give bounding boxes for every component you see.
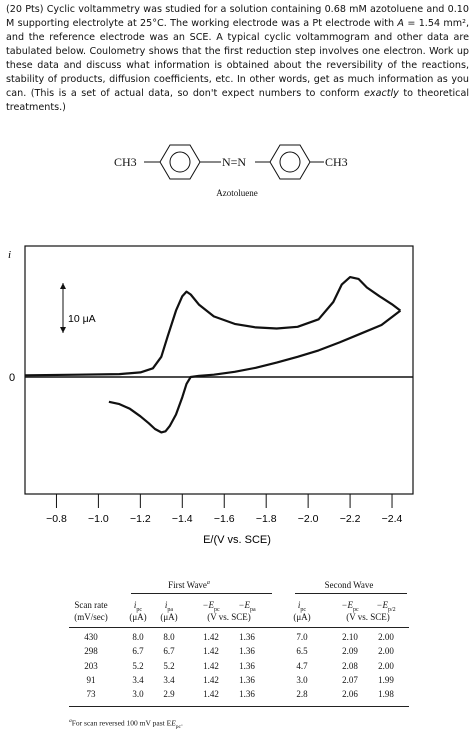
header-row-2: (mV/sec) (μA) (μA) (V vs. SCE) (μA) (V vs. SC…	[0, 612, 474, 626]
table-cell: 1.36	[239, 646, 255, 657]
table-cell: 2.00	[378, 660, 394, 671]
x-tick-label: −1.2	[130, 513, 151, 525]
table-cell: 2.8	[296, 689, 308, 700]
table-cell: 2.9	[163, 689, 175, 700]
plot-frame	[24, 245, 414, 495]
table-row: 73 3.0 2.9 1.42 1.36 2.8 2.06 1.98	[0, 689, 474, 703]
problem-text-2: = 1.54 mm², and the reference electrode …	[6, 18, 469, 99]
data-table: First Wavea Second Wave Scan rate ipc ipa −…	[0, 575, 474, 730]
y-axis-label: i	[8, 249, 11, 261]
header-cell: −Epc	[202, 600, 220, 613]
x-tick-label: −2.4	[382, 513, 403, 525]
table-row: 91 3.4 3.4 1.42 1.36 3.0 2.07 1.99	[0, 675, 474, 689]
problem-text-italic: exactly	[363, 88, 399, 99]
left-benzene-ring	[159, 144, 201, 180]
table-cell: 3.4	[132, 674, 144, 685]
table-cell: 1.42	[203, 660, 219, 671]
problem-text-1: (20 Pts) Cyclic voltammetry was studied …	[6, 4, 469, 29]
molecule-name: Azotoluene	[216, 188, 258, 198]
table-cell: 1.99	[378, 674, 394, 685]
header-unit-cell: (μA)	[293, 612, 311, 622]
left-methyl-label: CH3	[114, 155, 137, 169]
scale-bar-arrow-up	[60, 283, 66, 289]
table-cell: 1.42	[203, 674, 219, 685]
header-cell: ipc	[133, 600, 143, 613]
x-tick-label: −2.0	[298, 513, 319, 525]
header-row-1: Scan rate ipc ipa −Epc −Epa ipc −Epc −Ep/2	[0, 600, 474, 614]
table-cell: 1.42	[203, 632, 219, 642]
x-tick-label: −0.8	[46, 513, 67, 525]
table-cell: 6.7	[132, 646, 144, 657]
table-cell: 1.98	[378, 689, 394, 700]
x-tick-label: −1.6	[214, 513, 235, 525]
table-cell: 2.06	[342, 689, 358, 700]
header-unit-cell: (mV/sec)	[74, 612, 108, 622]
table-cell: 2.09	[342, 646, 358, 657]
table-cell: 6.5	[296, 646, 308, 657]
table-cell: 2.08	[342, 660, 358, 671]
x-axis-ticks: −0.8 −1.0 −1.2 −1.4 −1.6 −1.8 −2.0 −2.2 −2.4	[46, 494, 403, 525]
header-unit-cell: (V vs. SCE)	[207, 612, 251, 622]
scale-bar-label: 10 μA	[68, 313, 96, 325]
table-cell: 1.42	[203, 689, 219, 700]
table-cell: 2.07	[342, 674, 358, 685]
table-cell: 7.0	[296, 632, 308, 642]
right-methyl-label: CH3	[325, 155, 348, 169]
header-cell: −Ep/2	[376, 600, 396, 613]
header-cell: ipa	[164, 600, 174, 613]
table-cell: 5.2	[163, 660, 175, 671]
table-cell: 3.4	[163, 674, 175, 685]
table-cell: 4.7	[296, 660, 308, 671]
table-cell: 3.0	[132, 689, 144, 700]
forward-scan-curve	[24, 276, 402, 377]
scale-bar-arrow-down	[60, 327, 66, 333]
area-symbol: A	[397, 18, 404, 29]
right-benzene-ring	[269, 144, 311, 180]
table-cell: 2.00	[378, 646, 394, 657]
table-cell: 91	[86, 674, 96, 685]
x-axis-label: E/(V vs. SCE)	[203, 534, 271, 546]
first-wave-header: First Wavea	[168, 580, 210, 590]
table-cell: 430	[84, 632, 98, 642]
header-cell: ipc	[297, 600, 307, 613]
table-footnote: aFor scan reversed 100 mV past EEpc.	[69, 718, 183, 730]
header-unit-cell: (μA)	[160, 612, 178, 622]
header-unit-cell: (V vs. SCE)	[346, 612, 390, 622]
header-unit-cell: (μA)	[129, 612, 147, 622]
table-cell: 8.0	[163, 632, 175, 642]
header-cell: Scan rate	[74, 600, 108, 610]
table-cell: 73	[86, 689, 96, 700]
problem-statement: (20 Pts) Cyclic voltammetry was studied …	[6, 3, 469, 115]
table-cell: 6.7	[163, 646, 175, 657]
x-tick-label: −1.8	[256, 513, 277, 525]
zero-label: 0	[9, 372, 15, 384]
problem-text-3: to theoretical treatments.)	[6, 88, 469, 113]
table-cell: 2.00	[378, 632, 394, 642]
table-cell: 1.42	[203, 646, 219, 657]
table-row: 430 8.0 8.0 1.42 1.36 7.0 2.10 2.00	[0, 632, 474, 646]
table-cell: 1.36	[239, 689, 255, 700]
table-cell: 1.36	[239, 660, 255, 671]
x-tick-label: −1.0	[88, 513, 109, 525]
table-row: 203 5.2 5.2 1.42 1.36 4.7 2.08 2.00	[0, 661, 474, 675]
table-cell: 8.0	[132, 632, 144, 642]
x-tick-label: −1.4	[172, 513, 193, 525]
reverse-scan-curve	[108, 309, 402, 434]
cyclic-voltammogram: i 0 10 μA −0.8 −1.0 −1.2 −1.4 −1.6 −1.8 −2.0 −2…	[8, 245, 414, 546]
table-cell: 1.36	[239, 674, 255, 685]
table-cell: 2.10	[342, 632, 358, 642]
table-row: 298 6.7 6.7 1.42 1.36 6.5 2.09 2.00	[0, 646, 474, 660]
table-cell: 1.36	[239, 632, 255, 642]
table-cell: 203	[84, 660, 98, 671]
second-wave-header: Second Wave	[324, 580, 374, 590]
table-cell: 5.2	[132, 660, 144, 671]
table-cell: 3.0	[296, 674, 308, 685]
header-cell: −Epa	[238, 600, 256, 613]
azo-label: N=N	[222, 155, 246, 169]
table-cell: 298	[84, 646, 98, 657]
azotoluene-structure: CH3 CH3 N=N	[114, 144, 348, 180]
header-cell: −Epc	[341, 600, 359, 613]
x-tick-label: −2.2	[340, 513, 361, 525]
